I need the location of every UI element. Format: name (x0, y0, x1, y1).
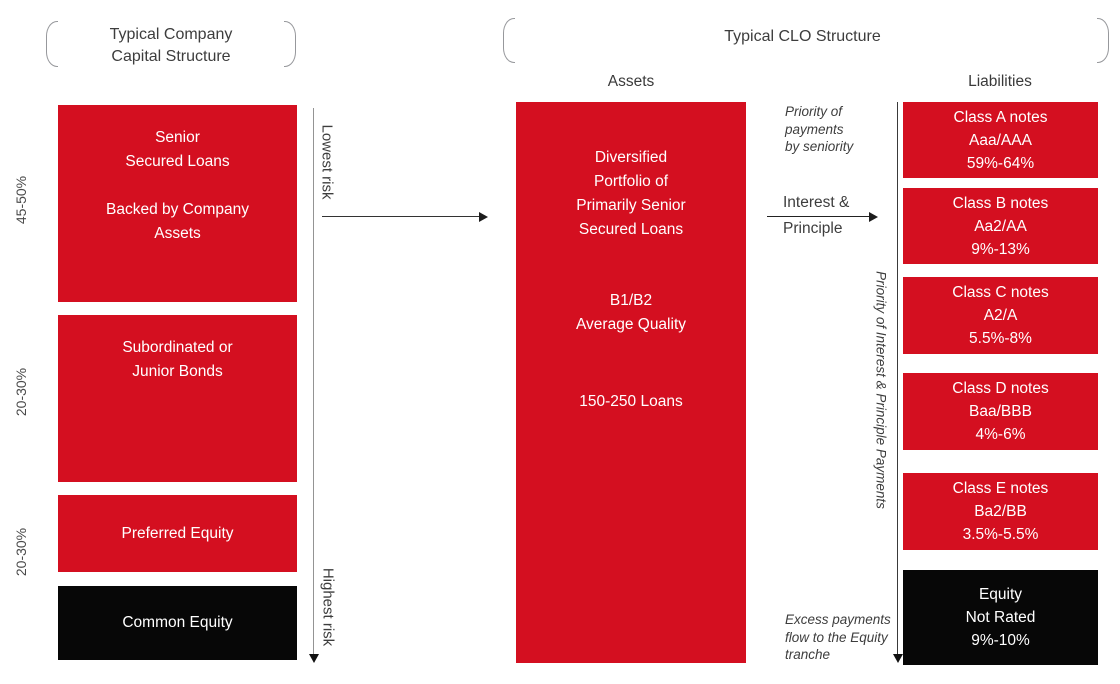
priority-axis-label: Priority of Interest & Principle Payment… (873, 271, 889, 509)
company-header-line2: Capital Structure (111, 48, 231, 65)
priority-axis-line (897, 102, 898, 655)
block-senior-secured-loans: Senior Secured Loans Backed by Company A… (58, 105, 297, 302)
tranche-rating: Aaa/AAA (969, 131, 1032, 149)
tranche-rating: Ba2/BB (974, 503, 1027, 520)
tranche-size: 4%-6% (975, 426, 1026, 443)
percent-label-subordinated: 20-30% (13, 367, 29, 417)
tranche-size: 3.5%-5.5% (962, 526, 1039, 543)
block-common-equity: Common Equity (58, 586, 297, 660)
percent-label-senior: 45-50% (13, 175, 29, 225)
company-header: Typical Company Capital Structure (60, 24, 282, 68)
tranche-name: Class A notes (953, 108, 1048, 126)
assets-label: Assets (607, 73, 655, 90)
tranche-size: 9%-13% (971, 240, 1030, 258)
tranche-class-a-notes: Class A notes Aaa/AAA 59%-64% (903, 102, 1098, 178)
block-common-equity-label: Common Equity (122, 614, 233, 631)
interest-principle-arrowhead-icon (869, 212, 878, 222)
lowest-risk-label: Lowest risk (318, 124, 336, 200)
interest-principle-label-bottom: Principle (783, 220, 843, 237)
tranche-rating: A2/A (983, 307, 1018, 324)
company-to-clo-arrow-line (322, 216, 480, 217)
block-subordinated-junior-bonds: Subordinated or Junior Bonds (58, 315, 297, 482)
interest-principle-label-top: Interest & (783, 194, 850, 211)
assets-box: Diversified Portfolio of Primarily Senio… (516, 102, 746, 663)
tranche-name: Class C notes (952, 284, 1049, 301)
company-header-line1: Typical Company (109, 26, 233, 43)
tranche-name: Class E notes (952, 480, 1049, 497)
company-to-clo-arrowhead-icon (479, 212, 488, 222)
clo-bracket-close-icon (1097, 18, 1109, 63)
priority-axis-arrowhead-icon (893, 654, 903, 663)
priority-of-payments-note: Priority of payments by seniority (785, 104, 854, 154)
risk-axis-arrowhead-icon (309, 654, 319, 663)
liabilities-label: Liabilities (968, 73, 1032, 90)
block-preferred-equity-label: Preferred Equity (121, 524, 234, 542)
assets-portfolio-text: Diversified Portfolio of Primarily Senio… (576, 149, 686, 238)
excess-payments-note: Excess payments flow to the Equity tranc… (785, 612, 891, 662)
tranche-size: 9%-10% (971, 632, 1030, 649)
tranche-rating: Not Rated (965, 609, 1036, 626)
tranche-name: Equity (978, 586, 1023, 603)
assets-loans-text: 150-250 Loans (579, 393, 683, 410)
bracket-close-icon (284, 21, 296, 67)
percent-label-equity: 20-30% (13, 527, 29, 577)
tranche-size: 59%-64% (966, 154, 1035, 172)
tranche-class-b-notes: Class B notes Aa2/AA 9%-13% (903, 188, 1098, 264)
assets-quality-text: B1/B2 Average Quality (576, 292, 686, 333)
tranche-name: Class D notes (952, 380, 1049, 397)
highest-risk-label: Highest risk (319, 567, 337, 647)
block-senior-secured-loans-label: Senior Secured Loans Backed by Company A… (105, 129, 250, 242)
tranche-equity: Equity Not Rated 9%-10% (903, 570, 1098, 665)
block-subordinated-junior-bonds-label: Subordinated or Junior Bonds (122, 339, 233, 380)
clo-header: Typical CLO Structure (724, 28, 881, 45)
tranche-class-c-notes: Class C notes A2/A 5.5%-8% (903, 277, 1098, 354)
block-preferred-equity: Preferred Equity (58, 495, 297, 572)
tranche-name: Class B notes (952, 194, 1049, 212)
tranche-rating: Aa2/AA (974, 217, 1027, 235)
tranche-rating: Baa/BBB (969, 403, 1032, 420)
bracket-open-icon (46, 21, 58, 67)
interest-principle-arrow-line (767, 216, 870, 217)
tranche-class-d-notes: Class D notes Baa/BBB 4%-6% (903, 373, 1098, 450)
risk-axis-line (313, 108, 314, 655)
tranche-size: 5.5%-8% (969, 330, 1032, 347)
tranche-class-e-notes: Class E notes Ba2/BB 3.5%-5.5% (903, 473, 1098, 550)
